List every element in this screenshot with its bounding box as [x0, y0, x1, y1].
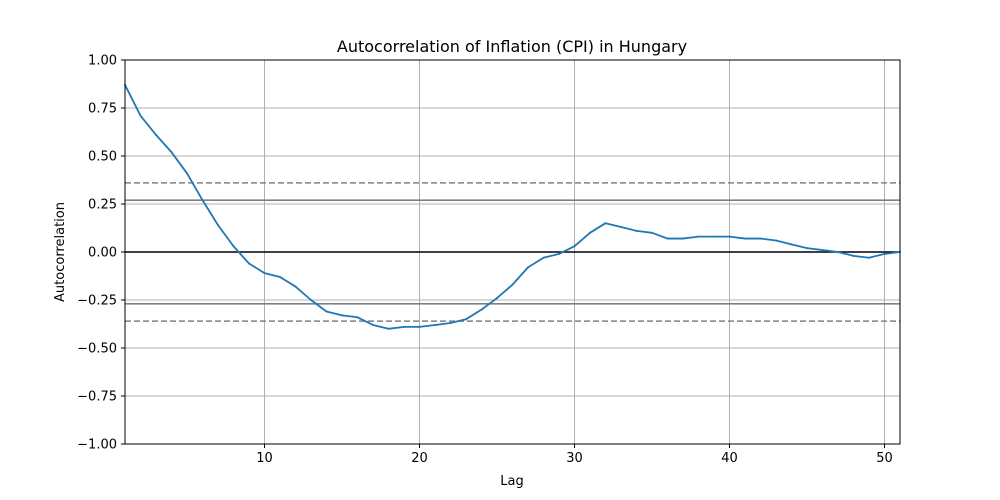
autocorrelation-point — [558, 252, 560, 255]
y-tick-label: 0.25 — [88, 198, 117, 213]
autocorrelation-point — [728, 235, 731, 238]
autocorrelation-point — [310, 299, 312, 301]
autocorrelation-point — [790, 243, 793, 246]
autocorrelation-point — [201, 199, 204, 202]
y-tick-label: 0.00 — [88, 246, 117, 261]
autocorrelation-point — [883, 252, 886, 255]
x-tick-label: 50 — [876, 451, 893, 466]
y-axis-label: Autocorrelation — [53, 202, 68, 302]
autocorrelation-point — [837, 251, 839, 253]
autocorrelation-point — [418, 325, 421, 328]
x-tick-label: 40 — [721, 451, 738, 466]
autocorrelation-point — [480, 308, 483, 311]
y-tick-label: −1.00 — [77, 438, 117, 453]
autocorrelation-point — [139, 114, 142, 117]
autocorrelation-point — [759, 237, 762, 240]
autocorrelation-point — [666, 237, 669, 240]
x-axis-ticks: 10 20 30 40 50 — [256, 444, 893, 466]
autocorrelation-point — [744, 237, 746, 240]
autocorrelation-point — [387, 327, 390, 330]
y-tick-label: −0.25 — [77, 294, 117, 309]
autocorrelation-point — [372, 323, 374, 326]
autocorrelation-point — [356, 316, 359, 319]
autocorrelation-point — [217, 224, 219, 227]
autocorrelation-point — [589, 231, 591, 234]
y-tick-label: 0.75 — [88, 102, 117, 117]
y-tick-label: −0.50 — [77, 342, 117, 357]
autocorrelation-point — [341, 314, 343, 317]
autocorrelation-point — [651, 231, 653, 234]
autocorrelation-point — [155, 133, 157, 136]
autocorrelation-point — [682, 237, 684, 240]
autocorrelation-point — [852, 254, 855, 257]
x-tick-label: 10 — [256, 451, 273, 466]
y-tick-label: −0.75 — [77, 390, 117, 405]
x-tick-label: 20 — [411, 451, 428, 466]
autocorrelation-point — [496, 297, 498, 300]
autocorrelation-point — [542, 256, 545, 259]
autocorrelation-point — [604, 222, 607, 225]
autocorrelation-point — [248, 262, 250, 265]
autocorrelation-point — [263, 272, 266, 275]
autocorrelation-point — [449, 322, 452, 325]
autocorrelation-point — [232, 245, 235, 248]
autocorrelation-point — [403, 325, 405, 328]
autocorrelation-point — [775, 239, 777, 242]
autocorrelation-point — [325, 310, 328, 313]
autocorrelation-point — [620, 226, 622, 229]
y-tick-label: 0.50 — [88, 150, 117, 165]
y-tick-label: 1.00 — [88, 54, 117, 69]
reference-lines — [125, 182, 900, 322]
autocorrelation-point — [821, 249, 824, 252]
autocorrelation-point — [294, 285, 297, 288]
autocorrelation-point — [279, 275, 281, 278]
chart-title: Autocorrelation of Inflation (CPI) in Hu… — [337, 37, 687, 56]
autocorrelation-point — [806, 247, 808, 250]
y-axis-ticks: −1.00 −0.75 −0.50 −0.25 0.00 0.25 0.50 0.75 1.00 — [77, 54, 125, 453]
autocorrelation-point — [713, 235, 715, 238]
autocorrelation-point — [434, 323, 436, 326]
x-axis-label: Lag — [500, 474, 523, 489]
autocorrelation-point — [868, 256, 870, 259]
autocorrelation-point — [186, 172, 188, 175]
autocorrelation-point — [170, 151, 173, 154]
autocorrelation-point — [697, 235, 700, 238]
autocorrelation-point — [527, 266, 529, 269]
autocorrelation-point — [511, 283, 514, 286]
autocorrelation-point — [465, 318, 467, 321]
autocorrelation-point — [635, 229, 638, 232]
autocorrelation-point — [573, 245, 576, 248]
x-tick-label: 30 — [566, 451, 583, 466]
